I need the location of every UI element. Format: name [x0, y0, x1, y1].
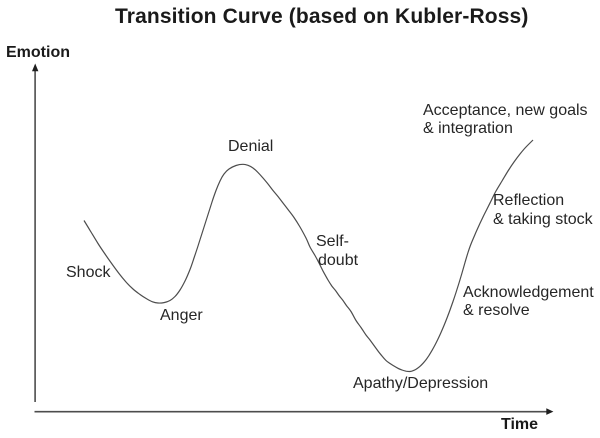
- svg-text:Self-: Self-: [316, 233, 349, 250]
- svg-text:Acceptance, new goals: Acceptance, new goals: [423, 102, 588, 119]
- svg-text:Emotion: Emotion: [6, 44, 70, 61]
- svg-text:Anger: Anger: [160, 307, 203, 324]
- svg-text:& resolve: & resolve: [463, 302, 530, 319]
- svg-text:Transition Curve (based on Kub: Transition Curve (based on Kubler-Ross): [115, 5, 528, 28]
- svg-text:Time: Time: [501, 416, 538, 433]
- svg-text:Reflection: Reflection: [493, 192, 564, 209]
- svg-text:Apathy/Depression: Apathy/Depression: [353, 375, 488, 392]
- svg-text:& taking stock: & taking stock: [493, 211, 594, 228]
- svg-text:Acknowledgement: Acknowledgement: [463, 284, 594, 301]
- svg-text:Shock: Shock: [66, 264, 111, 281]
- svg-text:& integration: & integration: [423, 120, 513, 137]
- svg-text:Denial: Denial: [228, 138, 273, 155]
- svg-text:doubt: doubt: [318, 252, 359, 269]
